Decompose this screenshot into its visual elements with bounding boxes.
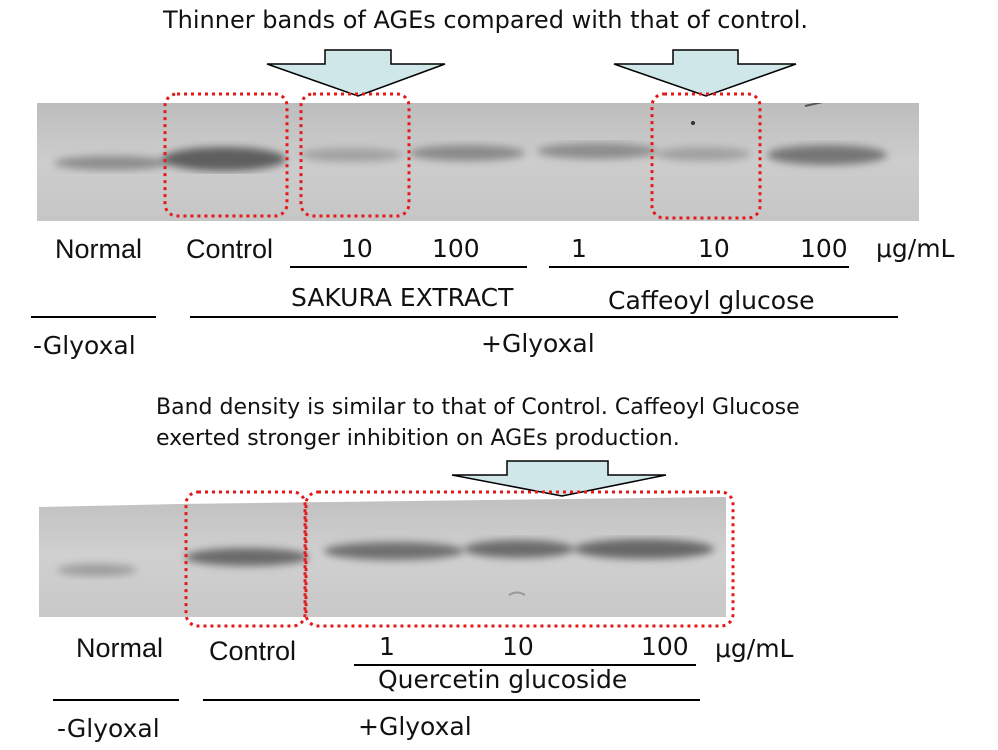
b1-condition-plus: +Glyoxal [481,329,595,358]
b1-lane-caffeoyl-1: 1 [571,234,587,263]
band2-quercetin-1 [324,542,464,560]
b1-group-caffeoyl: Caffeoyl glucose [608,286,815,315]
down-arrow-1 [266,49,446,97]
b1-group-sakura: SAKURA EXTRACT [291,283,514,312]
b2-lane-quercetin-1: 1 [379,632,395,661]
b1-plus-line [190,316,898,318]
band2-quercetin-10 [464,540,574,558]
b1-minus-line [31,316,156,318]
b2-group-quercetin: Quercetin glucoside [378,665,628,694]
b2-lane-quercetin-10: 10 [502,632,534,661]
band-caffeoyl-10 [655,147,751,161]
down-arrow-3 [451,460,667,497]
b1-lane-caffeoyl-100: 100 [800,234,848,263]
b1-unit: μg/mL [876,234,955,263]
top-caption: Thinner bands of AGEs compared with that… [163,6,809,34]
b2-lane-normal: Normal [76,633,164,663]
band2-normal [57,564,137,576]
b1-sakura-underline [290,266,527,268]
b2-lane-quercetin-100: 100 [641,632,689,661]
b1-lane-control: Control [186,234,274,264]
band2-control [185,548,309,566]
b2-condition-plus: +Glyoxal [358,712,472,741]
band-caffeoyl-1 [537,143,657,159]
down-arrow-2 [613,49,797,97]
blot-2-image [39,495,726,617]
band-normal [54,156,170,170]
b1-condition-minus: -Glyoxal [33,331,136,360]
b1-lane-sakura-100: 100 [432,234,480,263]
b2-quercetin-underline [354,664,696,666]
middle-caption: Band density is similar to that of Contr… [156,395,800,451]
b2-minus-line [53,699,179,701]
band-control [162,147,286,171]
b2-plus-line [203,699,700,701]
b2-unit: μg/mL [715,634,794,663]
b2-lane-control: Control [209,636,297,666]
blot-1-image [37,103,919,221]
band-sakura-10 [299,148,403,162]
b1-caffeoyl-underline [549,266,849,268]
b1-lane-caffeoyl-10: 10 [698,234,730,263]
b2-condition-minus: -Glyoxal [57,714,160,743]
band2-quercetin-100 [574,539,714,559]
b1-lane-sakura-10: 10 [341,234,373,263]
band-caffeoyl-100 [767,145,887,165]
b1-lane-normal: Normal [55,234,143,264]
band-sakura-100 [409,145,525,161]
